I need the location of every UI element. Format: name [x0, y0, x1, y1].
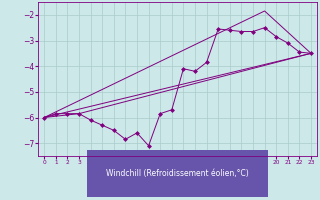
X-axis label: Windchill (Refroidissement éolien,°C): Windchill (Refroidissement éolien,°C)	[106, 169, 249, 178]
